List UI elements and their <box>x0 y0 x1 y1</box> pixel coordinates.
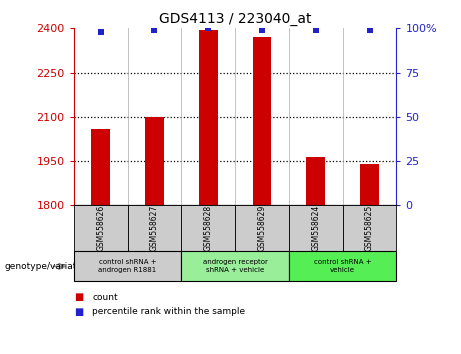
Bar <box>253 37 272 205</box>
Point <box>97 29 104 35</box>
Point <box>205 25 212 31</box>
Point <box>151 27 158 33</box>
Title: GDS4113 / 223040_at: GDS4113 / 223040_at <box>159 12 311 26</box>
Text: GSM558628: GSM558628 <box>204 205 213 251</box>
Bar <box>91 129 110 205</box>
Bar <box>360 164 379 205</box>
Text: genotype/variation: genotype/variation <box>5 262 91 271</box>
Bar <box>307 156 325 205</box>
Text: GSM558625: GSM558625 <box>365 205 374 251</box>
Text: control shRNA +
vehicle: control shRNA + vehicle <box>314 259 372 273</box>
Text: GSM558624: GSM558624 <box>311 205 320 251</box>
Text: control shRNA +
androgen R1881: control shRNA + androgen R1881 <box>98 259 157 273</box>
Point <box>366 27 373 33</box>
Text: GSM558627: GSM558627 <box>150 205 159 251</box>
Point <box>258 27 266 33</box>
Bar <box>199 30 218 205</box>
Point <box>312 27 319 33</box>
Text: GSM558629: GSM558629 <box>258 205 266 251</box>
Text: ■: ■ <box>74 292 83 302</box>
Bar <box>145 117 164 205</box>
Text: count: count <box>92 293 118 302</box>
Text: ■: ■ <box>74 307 83 316</box>
Text: GSM558626: GSM558626 <box>96 205 105 251</box>
Text: androgen receptor
shRNA + vehicle: androgen receptor shRNA + vehicle <box>203 259 267 273</box>
Text: percentile rank within the sample: percentile rank within the sample <box>92 307 245 316</box>
